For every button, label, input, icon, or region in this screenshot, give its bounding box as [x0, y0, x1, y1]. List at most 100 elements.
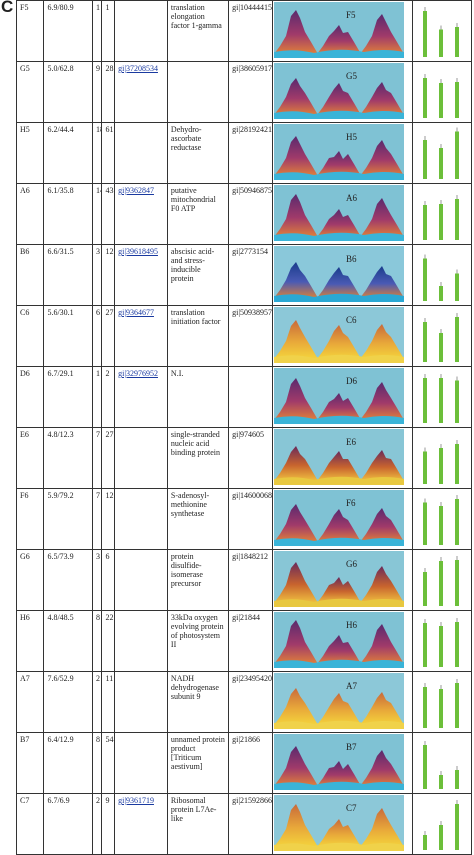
spot-floor [274, 49, 405, 58]
count-cell: 7 [92, 488, 103, 550]
spot-peak [317, 267, 362, 298]
protein-name-cell: S-adenosyl-methionine synthetase [166, 488, 230, 550]
spot-label: C7 [346, 803, 357, 813]
expression-bar [454, 273, 459, 301]
mw-pi-cell: 6.5/73.9 [43, 549, 93, 611]
expression-bars-cell [411, 244, 473, 306]
expression-bar [422, 451, 427, 484]
spot-3d-image: C6 [274, 307, 405, 363]
expression-bar [438, 333, 443, 362]
spot-label: B7 [346, 742, 357, 752]
spot-peak [317, 819, 362, 847]
spot-image-cell: B6 [272, 244, 413, 306]
protein-name-cell: unnamed protein product [Triticum aestiv… [166, 732, 230, 794]
expression-bar [422, 11, 427, 57]
spot-id-cell: F6 [15, 488, 45, 550]
spot-image-cell: D6 [272, 366, 413, 428]
spot-image-cell: C6 [272, 305, 413, 367]
spot-label: H6 [346, 620, 357, 630]
expression-bar-chart [422, 556, 459, 606]
spot-peak [317, 693, 362, 725]
spot-id-cell: G6 [15, 549, 45, 611]
expression-bar [454, 82, 459, 118]
count-cell: 6 [92, 305, 103, 367]
spot-peak [317, 635, 362, 664]
table-row: A7 7.6/52.9 2 11 NADH dehydrogenase subunit … [15, 671, 473, 733]
expression-bars-cell [411, 305, 473, 367]
expression-bar [438, 448, 443, 484]
expression-bar [422, 572, 427, 606]
coverage-cell: 11 [101, 671, 116, 733]
mw-pi-cell: 6.7/6.9 [43, 793, 93, 855]
spot-peak [274, 688, 319, 725]
spot-label: F5 [346, 10, 356, 20]
accession-link[interactable]: gi|9361719 [118, 796, 154, 805]
protein-name-cell: translation elongation factor 1-gamma [166, 0, 230, 62]
count-cell: 18 [92, 122, 103, 184]
mw-pi-cell: 4.8/48.5 [43, 610, 93, 672]
table-row: G6 6.5/73.9 3 6 protein disulfide-isomerase … [15, 549, 473, 611]
spot-floor [274, 415, 405, 424]
gi-cell: gi|14600068 [228, 488, 274, 550]
expression-bar [438, 378, 443, 423]
spot-label: A7 [346, 681, 357, 691]
expression-bars-cell [411, 366, 473, 428]
spot-floor [274, 842, 405, 851]
spot-peak [274, 194, 319, 237]
expression-bars-cell [411, 61, 473, 123]
spot-floor [274, 232, 405, 241]
count-cell: 1 [92, 366, 103, 428]
accession-link[interactable]: gi|37208534 [118, 64, 158, 73]
expression-bar [422, 322, 427, 362]
spot-peak [274, 804, 319, 847]
expression-bar-chart [422, 127, 459, 179]
spot-image-cell: E6 [272, 427, 413, 489]
accession-link[interactable]: gi|32976952 [118, 369, 158, 378]
coverage-cell: 43 [101, 183, 116, 245]
spot-3d-image: H5 [274, 124, 405, 180]
spot-image-cell: H5 [272, 122, 413, 184]
spot-floor [274, 293, 405, 302]
spot-3d-image: H6 [274, 612, 405, 668]
spot-3d-image: D6 [274, 368, 405, 424]
accession-link-cell: gi|37208534 [114, 61, 168, 123]
expression-bar [438, 204, 443, 240]
spot-id-cell: G5 [15, 61, 45, 123]
protein-name-cell [166, 61, 230, 123]
spot-image-cell: B7 [272, 732, 413, 794]
expression-bar [422, 835, 427, 850]
expression-bar [438, 286, 443, 301]
spot-floor [274, 659, 405, 668]
panel-label: C [1, 0, 14, 16]
table-row: H6 4.8/48.5 8 22 33kDa oxygen evolving prote… [15, 610, 473, 672]
expression-bar-chart [422, 74, 459, 118]
accession-link[interactable]: gi|9362847 [118, 186, 154, 195]
accession-link-cell: gi|9361719 [114, 793, 168, 855]
spot-peak [360, 692, 405, 725]
spot-3d-image: C7 [274, 795, 405, 851]
spot-peak [274, 320, 319, 359]
accession-link-cell [114, 427, 168, 489]
expression-bar [454, 622, 459, 667]
expression-bar [454, 317, 459, 362]
gi-cell [228, 366, 274, 428]
count-cell: 7 [92, 427, 103, 489]
table-row: F5 6.9/80.9 1 1 translation elongation facto… [15, 0, 473, 62]
gi-cell: gi|2773154 [228, 244, 274, 306]
protein-name-cell: NADH dehydrogenase subunit 9 [166, 671, 230, 733]
spot-floor [274, 171, 405, 180]
accession-link[interactable]: gi|39618495 [118, 247, 158, 256]
spot-label: E6 [346, 437, 356, 447]
spot-peak [274, 446, 319, 481]
coverage-cell: 12 [101, 244, 116, 306]
expression-bar [454, 444, 459, 484]
protein-name-cell: Dehydro-ascorbate reductase [166, 122, 230, 184]
spot-floor [274, 354, 405, 363]
spot-image-cell: A6 [272, 183, 413, 245]
accession-link-cell [114, 732, 168, 794]
gi-cell: gi|21844 [228, 610, 274, 672]
spot-peak [360, 508, 405, 542]
accession-link[interactable]: gi|9364677 [118, 308, 154, 317]
expression-bars-cell [411, 549, 473, 611]
expression-bars-cell [411, 183, 473, 245]
